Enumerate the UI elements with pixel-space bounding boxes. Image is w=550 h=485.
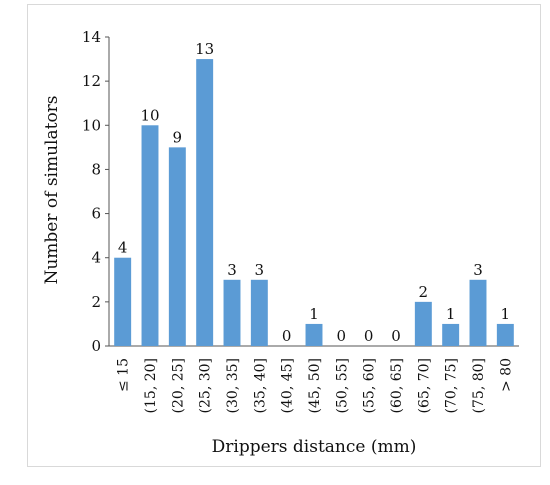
x-tick-label: (50, 55] bbox=[334, 358, 350, 413]
bar bbox=[196, 59, 214, 346]
x-tick-label: (45, 50] bbox=[307, 358, 323, 413]
bar bbox=[442, 323, 460, 346]
x-tick-label: (70, 75] bbox=[444, 358, 460, 413]
bar bbox=[496, 323, 514, 346]
data-label: 1 bbox=[309, 305, 319, 323]
bar bbox=[305, 323, 323, 346]
y-tick-label: 10 bbox=[82, 116, 101, 134]
chart-frame bbox=[27, 4, 541, 467]
data-label: 4 bbox=[118, 239, 128, 257]
x-tick-label: > 80 bbox=[498, 358, 514, 392]
y-tick-label: 0 bbox=[91, 337, 101, 355]
x-tick-label: (75, 80] bbox=[471, 358, 487, 413]
data-label: 3 bbox=[473, 261, 483, 279]
bar bbox=[469, 279, 487, 346]
y-tick-label: 6 bbox=[91, 205, 101, 223]
x-tick-label: (20, 25] bbox=[170, 358, 186, 413]
data-label: 9 bbox=[173, 128, 183, 146]
data-label: 0 bbox=[337, 327, 347, 345]
x-tick-label: (25, 30] bbox=[198, 358, 214, 413]
x-tick-label: (35, 40] bbox=[252, 358, 268, 413]
x-tick-labels: ≤ 15 (15, 20] (20, 25] (25, 30] (30, 35] (35,… bbox=[116, 358, 515, 413]
data-label: 10 bbox=[140, 106, 159, 124]
bar bbox=[223, 279, 241, 346]
bar bbox=[168, 147, 186, 346]
x-tick-label: (55, 60] bbox=[362, 358, 378, 413]
y-tick-label: 4 bbox=[91, 249, 101, 267]
data-label: 1 bbox=[446, 305, 456, 323]
x-tick-label: ≤ 15 bbox=[116, 358, 132, 392]
data-label: 2 bbox=[419, 283, 429, 301]
x-tick-label: (15, 20] bbox=[143, 358, 159, 413]
y-tick-label: 2 bbox=[91, 293, 101, 311]
data-label: 1 bbox=[501, 305, 511, 323]
y-axis-title: Number of simulators bbox=[42, 95, 62, 284]
y-tick-label: 12 bbox=[82, 72, 101, 90]
x-tick-label: (40, 45] bbox=[280, 358, 296, 413]
x-tick-label: (65, 70] bbox=[416, 358, 432, 413]
data-label: 13 bbox=[195, 40, 214, 58]
bar bbox=[414, 301, 432, 346]
bar bbox=[141, 125, 159, 347]
x-axis-title: Drippers distance (mm) bbox=[212, 437, 417, 457]
y-tick-label: 14 bbox=[82, 28, 101, 46]
bar bbox=[250, 279, 268, 346]
y-tick-label: 8 bbox=[91, 160, 101, 178]
x-tick-label: (30, 35] bbox=[225, 358, 241, 413]
data-label: 3 bbox=[255, 261, 265, 279]
y-axis: 0 2 4 6 8 10 12 14 bbox=[82, 28, 110, 355]
data-label: 0 bbox=[282, 327, 292, 345]
bars bbox=[114, 59, 514, 347]
data-label: 3 bbox=[227, 261, 237, 279]
x-tick-label: (60, 65] bbox=[389, 358, 405, 413]
data-label: 0 bbox=[364, 327, 374, 345]
data-label: 0 bbox=[391, 327, 401, 345]
bar bbox=[114, 257, 132, 346]
